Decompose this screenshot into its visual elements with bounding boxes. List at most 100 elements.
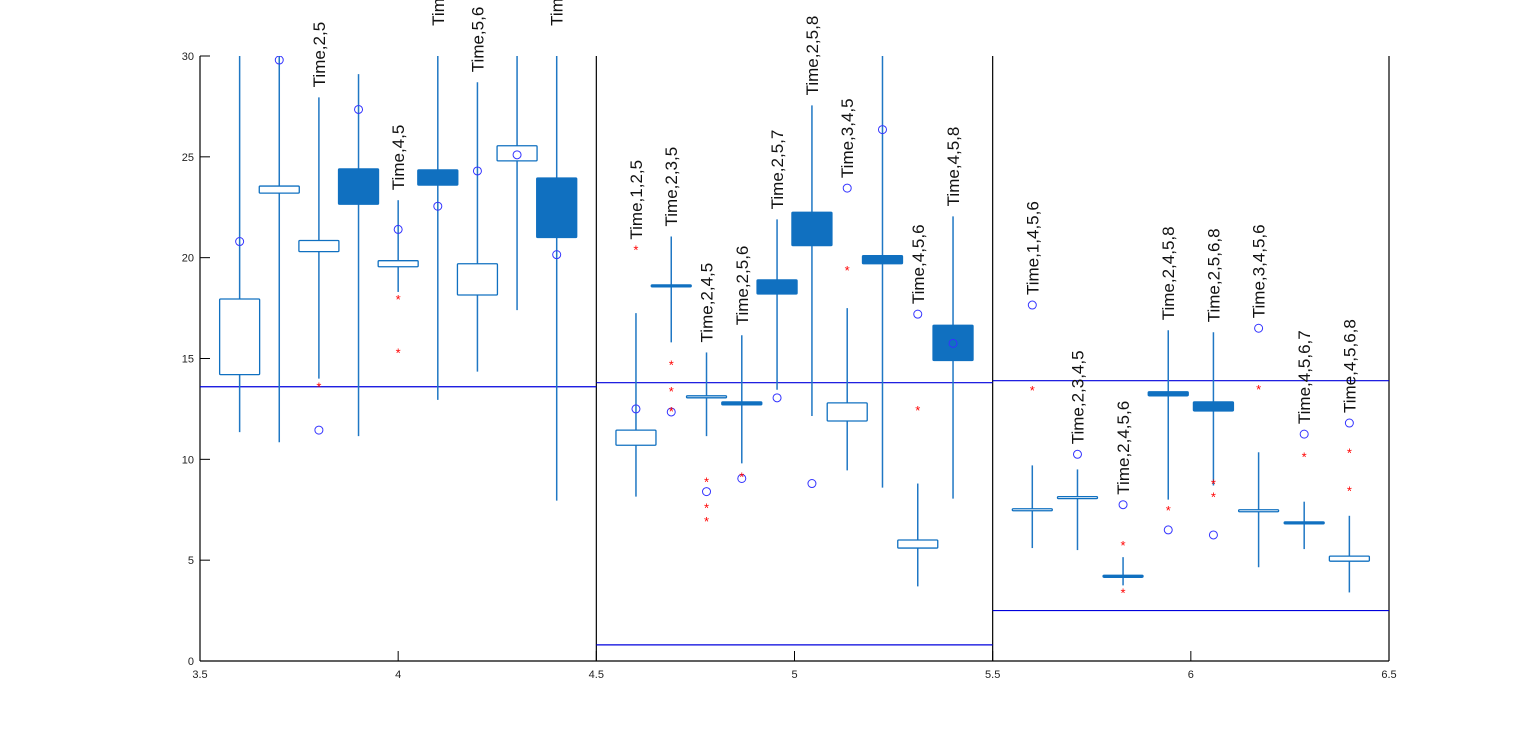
box (685, 395, 728, 399)
outlier-star-marker: * (1121, 538, 1126, 553)
box-label: Tim (548, 0, 567, 26)
box (337, 168, 380, 205)
mean-circle-marker (702, 487, 712, 497)
box-label: Time,2,5,6,8 (1204, 228, 1223, 322)
plot-area: ********************* ** (200, 56, 1389, 646)
box (721, 401, 763, 406)
x-tick-label: 4 (395, 669, 401, 681)
box (826, 402, 868, 422)
mean-circle-marker (913, 309, 923, 319)
box (897, 539, 939, 549)
box-label: Time,4,5,6,8 (1340, 319, 1359, 413)
x-tick-label: 6 (1188, 669, 1194, 681)
mean-circle-marker (354, 104, 364, 114)
box (1328, 555, 1371, 562)
box (496, 145, 538, 162)
mean-circle-marker (512, 150, 522, 160)
box-label: Time (429, 0, 448, 26)
box-label: Time,2,5,6 (733, 246, 752, 326)
outlier-star-marker: * (915, 403, 920, 418)
box (377, 260, 419, 268)
mean-circle-marker (1072, 449, 1082, 459)
x-tick-label: 5 (791, 669, 797, 681)
box (615, 429, 657, 446)
box-label: Time,2,4,5,8 (1159, 226, 1178, 320)
outlier-star-marker: * (739, 469, 744, 484)
y-tick-label: 30 (182, 51, 194, 63)
box-label: Time,1,4,5,6 (1023, 201, 1042, 295)
outlier-star-marker: * (1211, 477, 1216, 492)
box-label: Time,5,6 (468, 7, 487, 73)
x-tick-label: 3.5 (192, 669, 207, 681)
mean-circle-marker (631, 404, 641, 414)
outlier-star-marker: * (1211, 490, 1216, 505)
box (756, 279, 798, 295)
box-label: Time,2,5,7 (768, 130, 787, 210)
outlier-star-marker: * (845, 263, 850, 278)
mean-circle-marker (772, 393, 782, 403)
mean-circle-marker (1254, 323, 1264, 333)
box-label: Time,4,5 (389, 125, 408, 191)
outlier-star-marker: * (1166, 503, 1171, 518)
y-tick-label: 15 (182, 354, 194, 366)
outlier-star-marker: * (1302, 449, 1307, 464)
mean-circle-marker (274, 56, 284, 65)
mean-circle-marker (433, 201, 443, 211)
box (218, 298, 261, 376)
y-tick-label: 25 (182, 152, 194, 164)
outlier-star-marker: * (704, 514, 709, 529)
box-label: Time,4,5,6 (909, 224, 928, 304)
outlier-star-marker: * (396, 292, 401, 307)
mean-circle-marker (1118, 500, 1128, 510)
box (456, 263, 499, 296)
mean-circle-marker (1208, 530, 1218, 540)
box-label: Time,3,4,5,6 (1250, 224, 1269, 318)
outlier-star-marker: * (316, 380, 321, 395)
box (1102, 574, 1144, 578)
mean-circle-marker (472, 166, 482, 176)
outlier-star-marker: * (396, 345, 401, 360)
axis-ticks: 3.5 4 4.5 5 5.5 6 6.5 0 5 10 15 20 25 30 (182, 51, 1397, 681)
x-tick-label: 6.5 (1381, 669, 1396, 681)
box-label: Time,4,5,6,7 (1295, 330, 1314, 424)
box (861, 254, 904, 265)
box-labels: Time,2,5 Time,4,5 Time Time,5,6 Tim Time,1,2,… (310, 0, 1359, 495)
box (298, 239, 340, 253)
box-label: Time,3,4,5 (838, 98, 857, 178)
mean-circle-marker (1299, 429, 1309, 439)
box (1237, 509, 1280, 513)
mean-circle-marker (235, 237, 245, 247)
outlier-star-marker: * (1030, 383, 1035, 398)
box (258, 185, 300, 194)
y-tick-label: 5 (188, 555, 194, 567)
outlier-star-marker: * (1347, 484, 1352, 499)
x-tick-label: 4.5 (589, 669, 604, 681)
box (536, 177, 578, 239)
outlier-star-marker: * (1121, 585, 1126, 600)
outlier-star-marker: * (669, 358, 674, 373)
box-label: Time,2,3,4,5 (1068, 350, 1087, 444)
mean-circle-marker (877, 125, 887, 135)
y-tick-label: 10 (182, 454, 194, 466)
mean-circle-marker (807, 479, 817, 489)
outlier-star-marker: * (1347, 445, 1352, 460)
outlier-star-marker: * (1256, 382, 1261, 397)
outlier-star-marker: * (633, 243, 638, 258)
box-label: Time,2,4,5,6 (1114, 401, 1133, 495)
box (1192, 401, 1235, 412)
mean-circle-marker (1027, 300, 1037, 310)
mean-circle-marker (1163, 525, 1173, 535)
mean-circle-marker (393, 224, 403, 234)
mean-circle-marker (314, 425, 324, 435)
x-tick-label: 5.5 (985, 669, 1000, 681)
box (791, 211, 833, 247)
box (1056, 495, 1099, 500)
box (1147, 391, 1189, 397)
mean-circle-marker (552, 250, 562, 260)
y-tick-label: 0 (188, 656, 194, 668)
box-label: Time,2,4,5 (698, 263, 717, 343)
outlier-star-marker: * (669, 384, 674, 399)
outlier-star-marker: * (704, 475, 709, 490)
box (417, 169, 459, 186)
